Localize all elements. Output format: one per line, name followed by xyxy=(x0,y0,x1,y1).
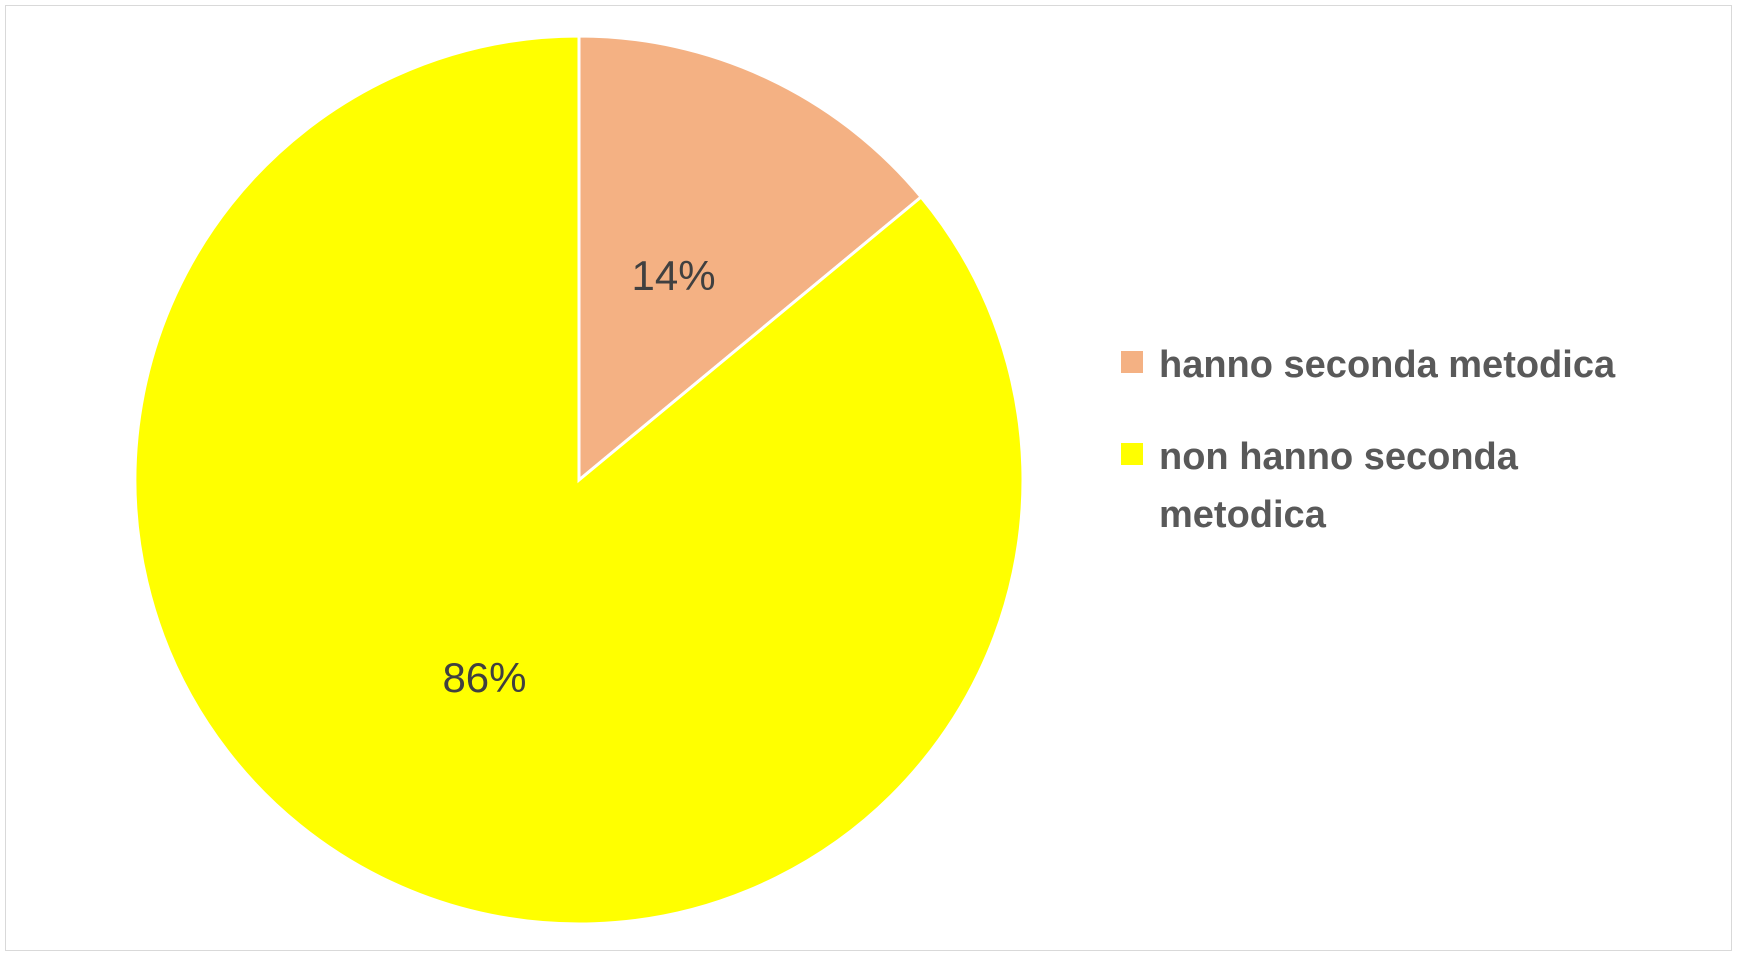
legend-label: hanno seconda metodica xyxy=(1159,344,1616,386)
data-label: 14% xyxy=(631,252,715,299)
legend-swatch xyxy=(1121,443,1143,465)
pie-slice xyxy=(577,34,924,484)
legend-label: non hanno seconda metodica xyxy=(1159,436,1518,536)
pie-slice xyxy=(133,34,1025,926)
legend-swatch xyxy=(1121,351,1143,373)
data-label: 86% xyxy=(442,654,526,701)
legend: hanno seconda metodica non hanno seconda … xyxy=(1121,336,1681,578)
chart-frame xyxy=(5,5,1732,951)
legend-item: hanno seconda metodica xyxy=(1121,336,1681,394)
legend-item: non hanno seconda metodica xyxy=(1121,428,1681,544)
